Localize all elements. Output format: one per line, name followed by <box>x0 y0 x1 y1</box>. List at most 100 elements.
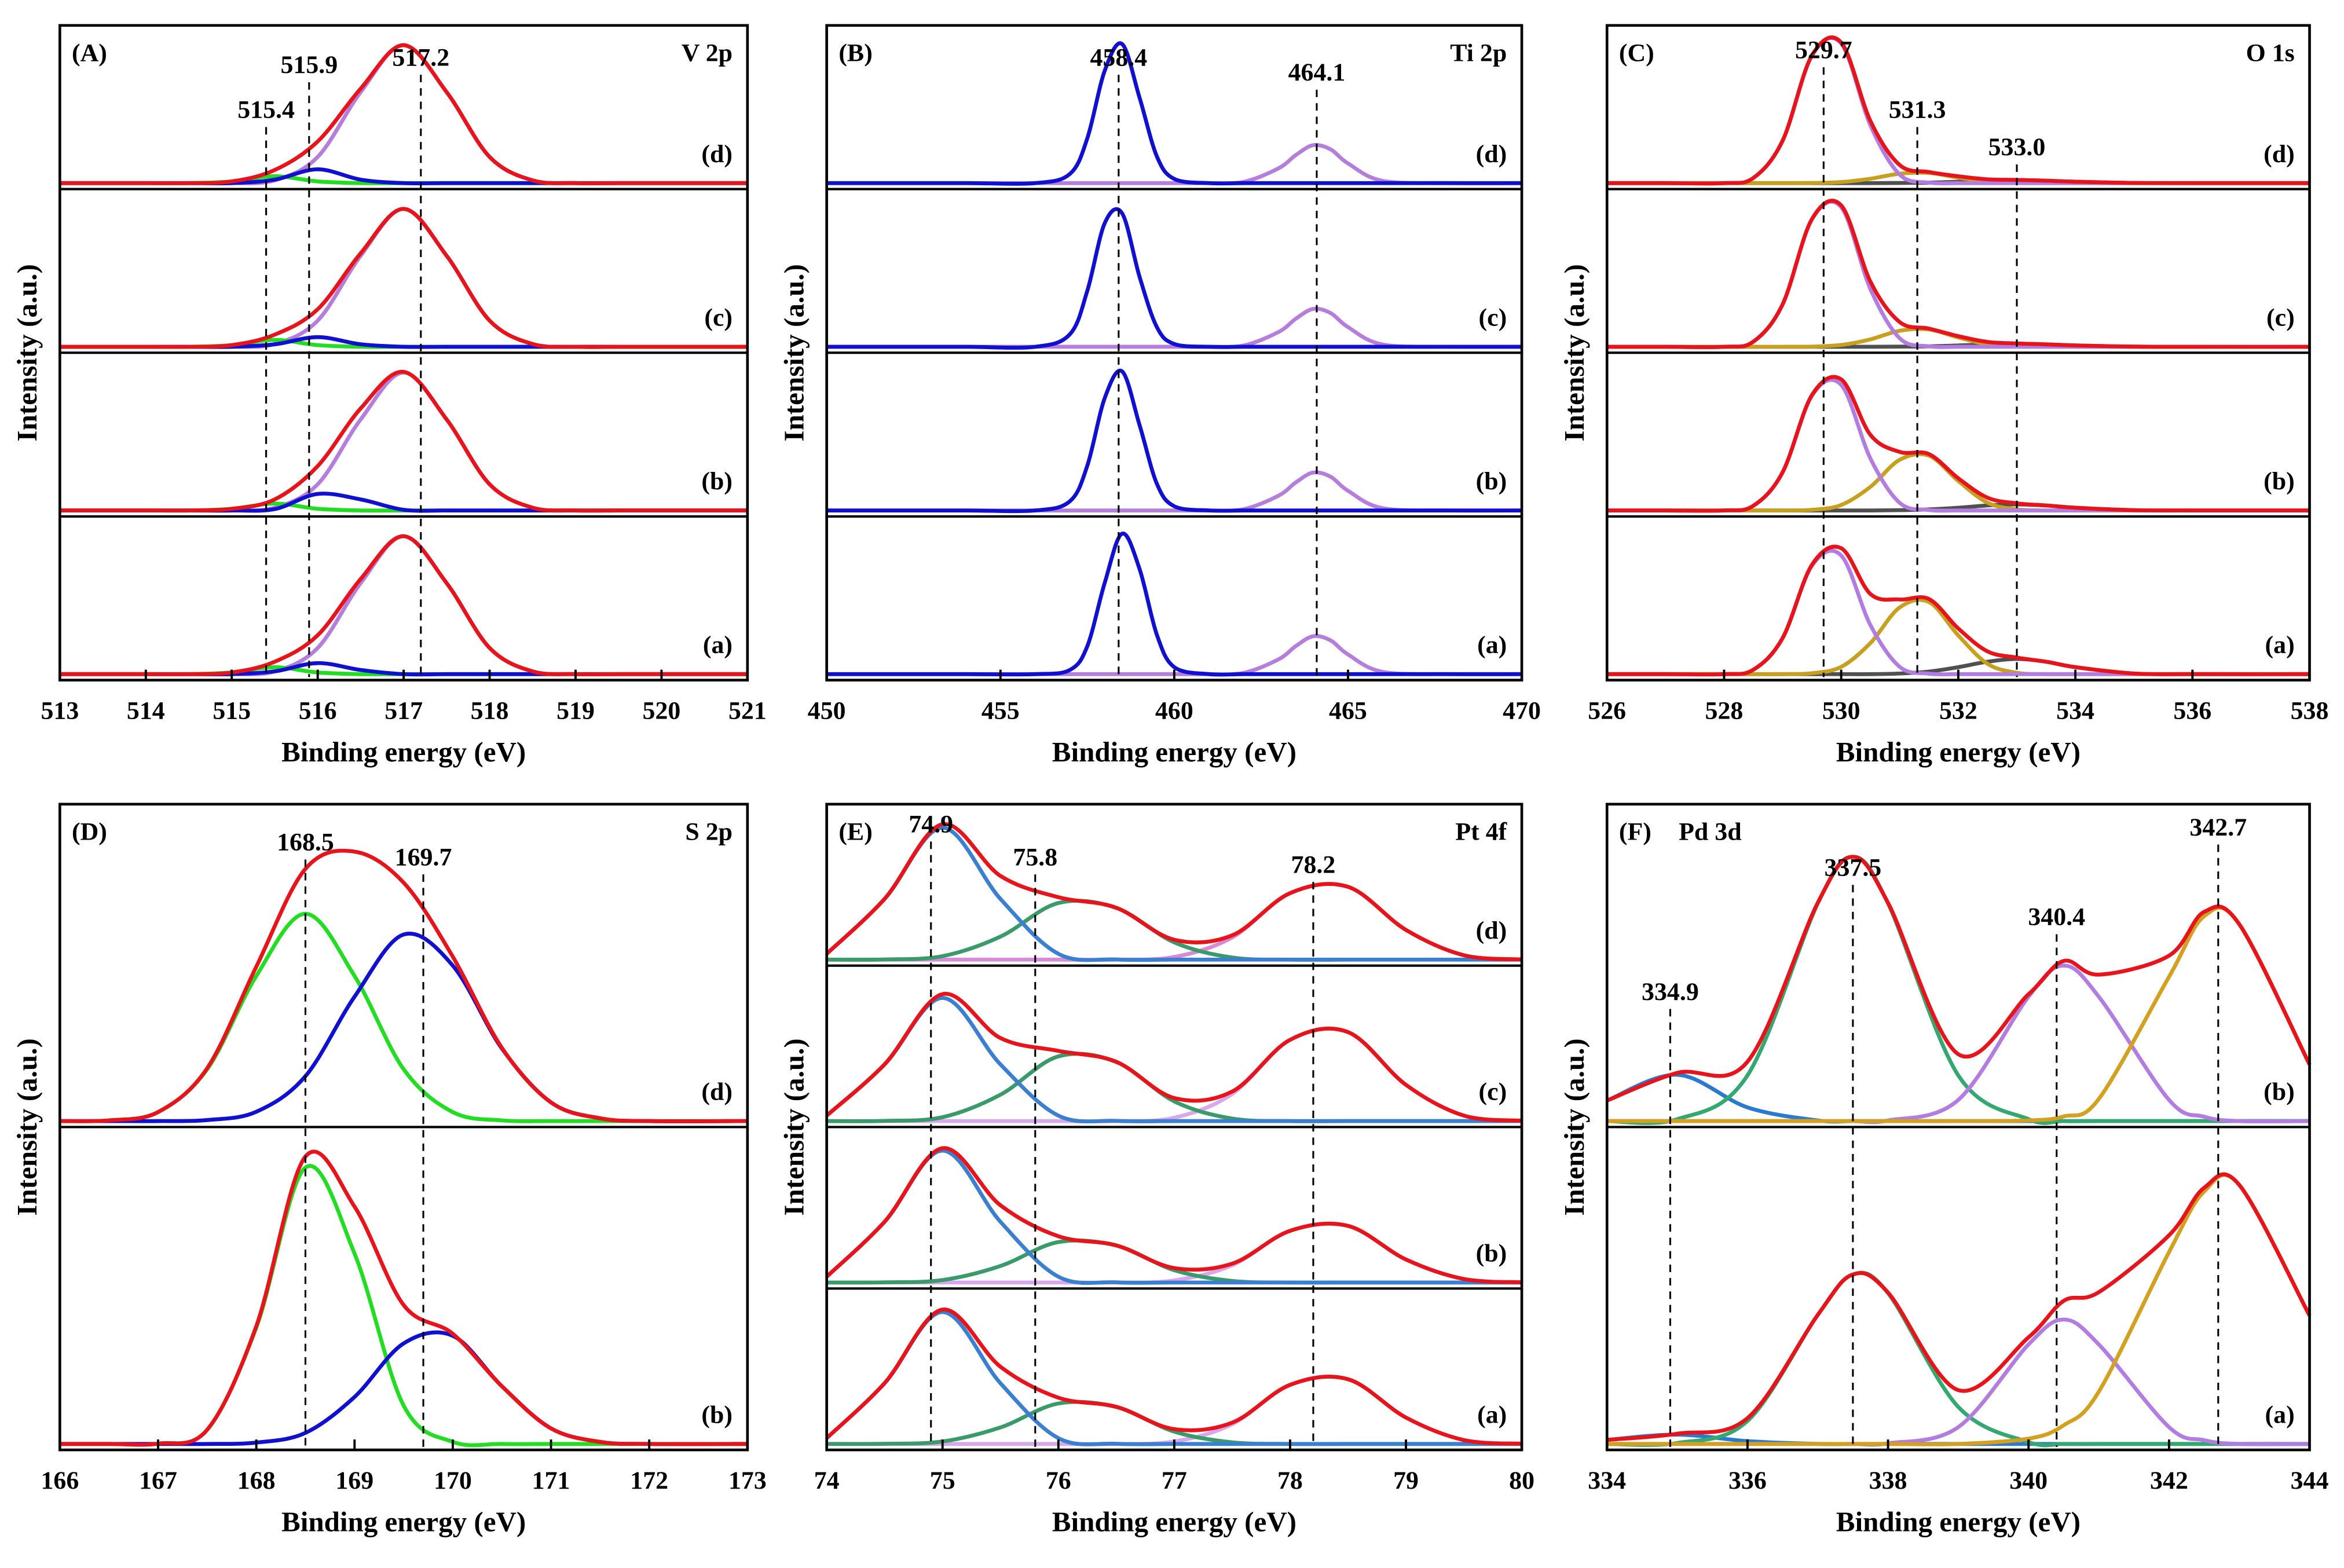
x-axis-label: Binding energy (eV) <box>1836 1505 2081 1537</box>
plot-frame <box>58 803 749 1452</box>
peak-label: 337.5 <box>1825 853 1882 881</box>
x-tick-label: 78 <box>1277 1467 1303 1494</box>
peak-label: 74.9 <box>909 811 953 838</box>
x-tick-label: 536 <box>2173 697 2211 724</box>
fit-curve <box>825 822 1522 962</box>
fit-curve <box>1607 375 2310 513</box>
spectrum-label: V 2p <box>682 39 732 67</box>
panel: (d) (c) (b) (a) 458.4 464.1 450 455 460 465 470 Bin… <box>778 24 1541 768</box>
x-tick-label: 450 <box>808 697 846 724</box>
x-axis-label: Binding energy (eV) <box>1836 736 2081 768</box>
sample-label: (b) <box>2264 467 2295 495</box>
panel: (d) (b) 168.5 169.7 166 167 168 169 170 171 172 173… <box>11 803 767 1537</box>
fit-curve <box>825 1307 1522 1446</box>
fit-curve <box>60 207 748 349</box>
fit-curve <box>1607 1270 2310 1448</box>
fit-curve <box>60 43 748 185</box>
spectrum-label: Ti 2p <box>1450 39 1507 67</box>
peak-label: 334.9 <box>1642 978 1699 1006</box>
x-tick-label: 515 <box>213 697 251 724</box>
panel-title: (F) <box>1619 818 1651 846</box>
x-tick-label: 340 <box>2009 1467 2048 1494</box>
fit-curve <box>825 992 1522 1123</box>
panel-title: (D) <box>72 818 107 846</box>
peak-label: 515.4 <box>237 96 295 124</box>
x-tick-label: 334 <box>1588 1467 1626 1494</box>
panel-title: (C) <box>1619 39 1654 67</box>
y-axis-label: Intensity (a.u.) <box>778 264 810 441</box>
spectrum-label: Pd 3d <box>1679 818 1742 846</box>
peak-label: 529.7 <box>1795 36 1852 64</box>
fit-curve <box>1607 544 2310 677</box>
peak-label: 517.2 <box>392 43 449 71</box>
x-tick-label: 532 <box>1939 697 1977 724</box>
x-tick-label: 518 <box>471 697 509 724</box>
peak-label: 75.8 <box>1013 843 1057 871</box>
x-axis-label: Binding energy (eV) <box>281 1505 526 1537</box>
fit-curve <box>826 207 1522 350</box>
x-axis-label: Binding energy (eV) <box>1052 736 1296 768</box>
peak-label: 515.9 <box>280 51 338 79</box>
x-tick-label: 538 <box>2291 697 2329 724</box>
x-tick-label: 520 <box>643 697 681 724</box>
x-tick-label: 534 <box>2056 697 2094 724</box>
x-tick-label: 465 <box>1329 697 1367 724</box>
x-tick-label: 76 <box>1046 1467 1071 1494</box>
y-axis-label: Intensity (a.u.) <box>778 1038 810 1215</box>
sample-label: (a) <box>2265 1401 2295 1428</box>
peak-label: 78.2 <box>1291 851 1336 878</box>
fit-curve <box>1607 1173 2312 1446</box>
fit-curve <box>1606 1172 2312 1442</box>
x-tick-label: 519 <box>556 697 595 724</box>
x-tick-label: 342 <box>2150 1467 2188 1494</box>
x-tick-label: 80 <box>1509 1467 1534 1494</box>
peak-label: 531.3 <box>1889 96 1946 124</box>
x-tick-label: 171 <box>532 1467 570 1494</box>
fit-curve <box>60 534 748 676</box>
fit-curve <box>826 532 1522 677</box>
x-tick-label: 344 <box>2291 1467 2329 1494</box>
x-axis-label: Binding energy (eV) <box>1052 1505 1296 1537</box>
x-tick-label: 514 <box>127 697 165 724</box>
sample-label: (d) <box>701 140 732 168</box>
x-tick-label: 170 <box>434 1467 472 1494</box>
x-tick-label: 513 <box>41 697 79 724</box>
x-tick-label: 470 <box>1503 697 1541 724</box>
x-tick-label: 75 <box>930 1467 955 1494</box>
sample-label: (b) <box>1476 467 1507 495</box>
spectrum-label: O 1s <box>2246 39 2295 67</box>
sample-label: (b) <box>1476 1240 1507 1267</box>
sample-label: (d) <box>701 1078 732 1106</box>
x-tick-label: 516 <box>299 697 337 724</box>
sample-label: (c) <box>2266 304 2295 332</box>
sample-label: (a) <box>1477 1401 1507 1428</box>
x-axis-label: Binding energy (eV) <box>281 736 526 768</box>
x-tick-label: 530 <box>1822 697 1860 724</box>
sample-label: (b) <box>701 1401 732 1428</box>
fit-curve <box>1607 906 2312 1123</box>
sample-label: (b) <box>701 467 732 495</box>
fit-curve <box>1607 199 2310 349</box>
sample-label: (d) <box>1476 140 1507 168</box>
y-axis-label: Intensity (a.u.) <box>1558 1038 1590 1215</box>
fit-curve <box>60 848 748 1123</box>
x-tick-label: 169 <box>335 1467 373 1494</box>
spectrum-label: S 2p <box>685 818 732 846</box>
x-tick-label: 460 <box>1155 697 1193 724</box>
x-tick-label: 77 <box>1162 1467 1187 1494</box>
x-tick-label: 455 <box>981 697 1020 724</box>
panel: (b) (a) 334.9 337.5 340.4 342.7 334 336 338 340 34… <box>1558 803 2329 1537</box>
sample-label: (d) <box>1476 917 1507 944</box>
peak-label: 342.7 <box>2189 814 2247 841</box>
fit-curve <box>826 368 1522 514</box>
peak-label: 464.1 <box>1288 58 1346 86</box>
panel-title: (E) <box>838 818 873 846</box>
x-tick-label: 79 <box>1393 1467 1419 1494</box>
spectrum-label: Pt 4f <box>1455 818 1507 846</box>
panel: (d) (c) (b) (a) 74.9 75.8 78.2 74 75 76 77 78 79 80 Bi… <box>778 803 1534 1537</box>
x-tick-label: 74 <box>814 1467 840 1494</box>
peak-label: 340.4 <box>2028 903 2085 931</box>
